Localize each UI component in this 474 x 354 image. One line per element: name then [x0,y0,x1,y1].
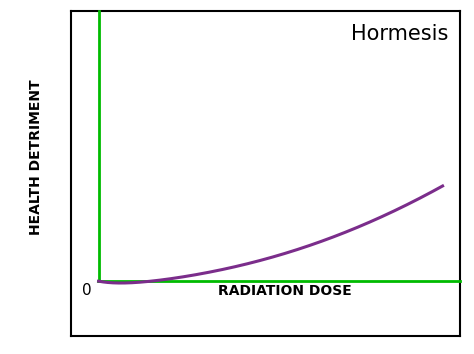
Text: Hormesis: Hormesis [351,24,448,44]
Text: RADIATION DOSE: RADIATION DOSE [218,284,352,298]
Text: HEALTH DETRIMENT: HEALTH DETRIMENT [29,79,43,235]
Text: 0: 0 [82,283,91,298]
